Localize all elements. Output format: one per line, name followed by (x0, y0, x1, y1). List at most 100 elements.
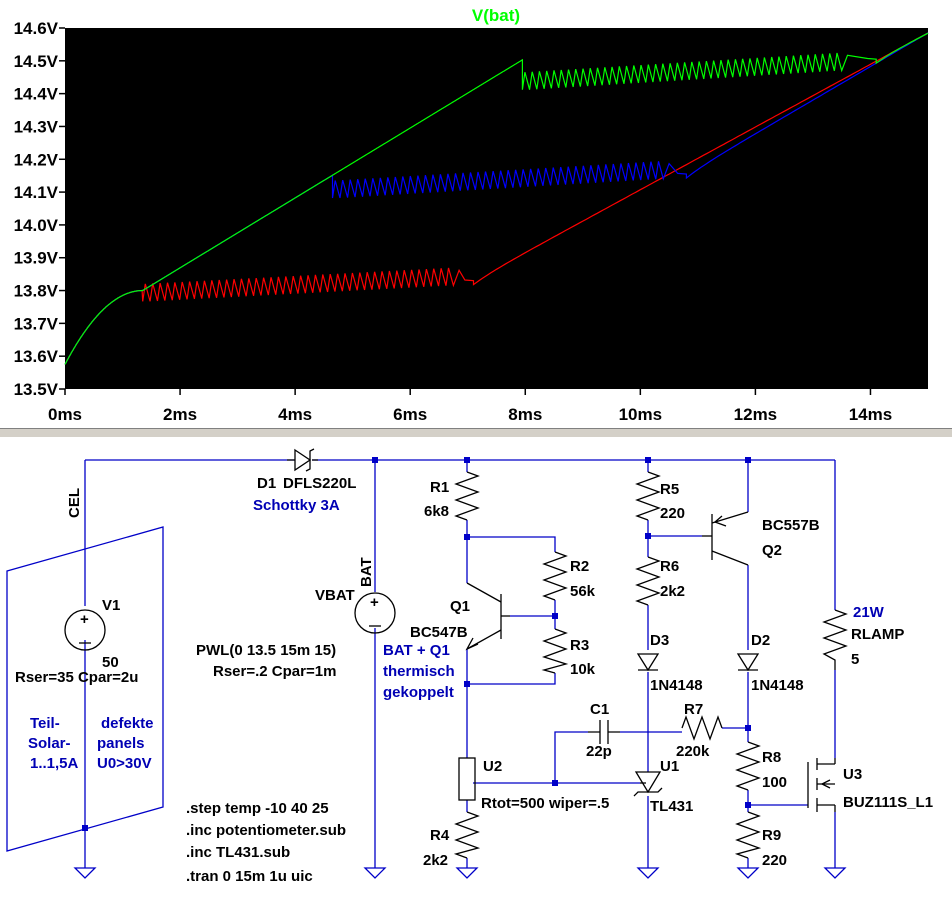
y-tick-label[interactable]: 14.6V (14, 19, 59, 38)
thermal-note-1: BAT + Q1 (383, 642, 450, 659)
r9-name[interactable]: R9 (762, 827, 781, 844)
u1-part[interactable]: TL431 (650, 798, 693, 815)
solar-panel-outline[interactable] (6, 526, 164, 852)
v1-voltage-source[interactable]: + (64, 609, 106, 651)
resistors[interactable] (453, 471, 848, 859)
r4-value[interactable]: 2k2 (423, 852, 448, 869)
schematic-canvas[interactable]: + + (0, 438, 952, 910)
x-tick-label[interactable]: 14ms (849, 405, 892, 424)
q1-name[interactable]: Q1 (450, 598, 470, 615)
d2-part[interactable]: 1N4148 (751, 677, 804, 694)
u1-name[interactable]: U1 (660, 758, 679, 775)
d2-diode[interactable] (736, 653, 760, 672)
u1-tl431[interactable] (633, 771, 663, 797)
r6-name[interactable]: R6 (660, 558, 679, 575)
ground-symbols (73, 867, 847, 879)
vbat-voltage-source[interactable]: + (354, 592, 396, 634)
r1-name[interactable]: R1 (430, 479, 449, 496)
junction-dots (82, 457, 751, 831)
y-tick-label[interactable]: 14.1V (14, 183, 59, 202)
series-group (64, 32, 929, 365)
y-tick-label[interactable]: 13.6V (14, 347, 59, 366)
y-tick-label[interactable]: 14.3V (14, 117, 59, 136)
waveform-plot-pane[interactable]: 13.5V 13.6V 13.7V 13.8V 13.9V 14.0V 14.1V 14.2V… (0, 0, 952, 430)
y-tick-label[interactable]: 13.5V (14, 380, 59, 399)
u2-params[interactable]: Rtot=500 wiper=.5 (481, 795, 609, 812)
v1-value[interactable]: 50 (102, 654, 119, 671)
y-tick-label[interactable]: 13.9V (14, 249, 59, 268)
x-tick-label[interactable]: 2ms (163, 405, 197, 424)
q2-name[interactable]: Q2 (762, 542, 782, 559)
chart-title[interactable]: V(bat) (472, 6, 520, 25)
waveform-plot[interactable]: 13.5V 13.6V 13.7V 13.8V 13.9V 14.0V 14.1V 14.2V… (0, 0, 952, 430)
rlamp-value[interactable]: 5 (851, 651, 859, 668)
u2-potentiometer[interactable] (458, 757, 476, 801)
defect-note-1: defekte (101, 715, 154, 732)
y-tick-label[interactable]: 13.7V (14, 314, 59, 333)
u3-name[interactable]: U3 (843, 766, 862, 783)
u2-name[interactable]: U2 (483, 758, 502, 775)
x-tick-label[interactable]: 10ms (619, 405, 662, 424)
q1-part[interactable]: BC547B (410, 624, 468, 641)
c1-capacitor[interactable] (588, 720, 620, 744)
r7-name[interactable]: R7 (684, 701, 703, 718)
r4-name[interactable]: R4 (430, 827, 450, 844)
y-tick-label[interactable]: 14.5V (14, 52, 59, 71)
u3-mosfet[interactable] (807, 758, 836, 812)
d3-name[interactable]: D3 (650, 632, 669, 649)
y-tick-labels: 13.5V 13.6V 13.7V 13.8V 13.9V 14.0V 14.1V 14.2V… (14, 19, 59, 399)
r8-value[interactable]: 100 (762, 774, 787, 791)
d1-part[interactable]: DFLS220L (283, 475, 356, 492)
spice-directive-tran[interactable]: .tran 0 15m 1u uic (186, 868, 313, 885)
r5-name[interactable]: R5 (660, 481, 679, 498)
net-label-cel[interactable]: CEL (66, 488, 83, 518)
y-tick-label[interactable]: 14.4V (14, 85, 59, 104)
x-tick-label[interactable]: 12ms (734, 405, 777, 424)
d1-name[interactable]: D1 (257, 475, 276, 492)
c1-value[interactable]: 22p (586, 743, 612, 760)
r8-name[interactable]: R8 (762, 749, 781, 766)
x-tick-label[interactable]: 6ms (393, 405, 427, 424)
x-tick-label[interactable]: 4ms (278, 405, 312, 424)
q1-npn-transistor[interactable] (465, 582, 510, 651)
r2-value[interactable]: 56k (570, 583, 596, 600)
v1-name[interactable]: V1 (102, 597, 120, 614)
y-tick-label[interactable]: 14.2V (14, 150, 59, 169)
v1-params[interactable]: Rser=35 Cpar=2u (15, 669, 138, 686)
lamp-power-note: 21W (853, 604, 885, 621)
spice-directive-inc-pot[interactable]: .inc potentiometer.sub (186, 822, 346, 839)
x-tick-label[interactable]: 8ms (508, 405, 542, 424)
d3-part[interactable]: 1N4148 (650, 677, 703, 694)
r9-value[interactable]: 220 (762, 852, 787, 869)
q2-part[interactable]: BC557B (762, 517, 820, 534)
u3-part[interactable]: BUZ111S_L1 (843, 794, 933, 811)
schematic-pane[interactable]: + + (0, 438, 952, 910)
r1-value[interactable]: 6k8 (424, 503, 449, 520)
r6-value[interactable]: 2k2 (660, 583, 685, 600)
spice-directive-step[interactable]: .step temp -10 40 25 (186, 800, 329, 817)
d3-diode[interactable] (636, 653, 660, 672)
vbat-name[interactable]: VBAT (315, 587, 355, 604)
vbat-pwl[interactable]: PWL(0 13.5 15m 15) (196, 642, 336, 659)
rlamp-name[interactable]: RLAMP (851, 626, 904, 643)
d1-schottky-diode[interactable] (287, 448, 318, 472)
d1-note: Schottky 3A (253, 497, 340, 514)
series-line-3[interactable] (64, 32, 929, 365)
r7-value[interactable]: 220k (676, 743, 710, 760)
net-label-bat[interactable]: BAT (358, 557, 375, 587)
r2-name[interactable]: R2 (570, 558, 589, 575)
r3-value[interactable]: 10k (570, 661, 596, 678)
spice-directive-inc-tl431[interactable]: .inc TL431.sub (186, 844, 290, 861)
r3-name[interactable]: R3 (570, 637, 589, 654)
y-tick-label[interactable]: 14.0V (14, 216, 59, 235)
x-tick-label[interactable]: 0ms (48, 405, 82, 424)
c1-name[interactable]: C1 (590, 701, 609, 718)
vbat-params[interactable]: Rser=.2 Cpar=1m (213, 663, 336, 680)
pane-splitter[interactable] (0, 428, 952, 438)
q2-pnp-transistor[interactable] (702, 511, 749, 566)
d2-name[interactable]: D2 (751, 632, 770, 649)
thermal-note-2: thermisch (383, 663, 455, 680)
y-tick-label[interactable]: 13.8V (14, 282, 59, 301)
plot-area[interactable] (65, 28, 928, 389)
r5-value[interactable]: 220 (660, 505, 685, 522)
